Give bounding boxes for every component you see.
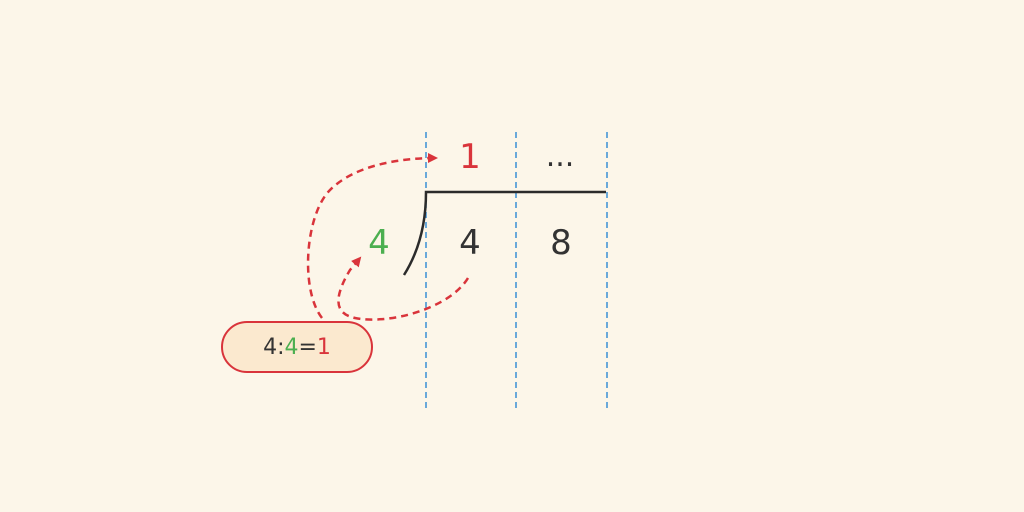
division-note-bubble: 4 : 4 = 1 — [221, 321, 373, 373]
division-bracket — [402, 190, 606, 276]
quotient-digit: 1 — [459, 137, 481, 177]
dashed-arrow-to-quotient — [306, 153, 438, 319]
dividend-digit-1: 4 — [459, 223, 481, 263]
note-equals-sign: = — [298, 334, 317, 360]
dashed-arrow-to-divisor — [337, 256, 470, 321]
dividend-digit-2: 8 — [550, 223, 572, 263]
note-divide-sign: : — [277, 334, 285, 360]
quotient-ellipsis: ... — [545, 139, 575, 174]
note-divisor: 4 — [284, 334, 299, 360]
divisor-digit: 4 — [368, 223, 390, 263]
note-result: 1 — [316, 334, 331, 360]
note-dividend: 4 — [263, 334, 278, 360]
